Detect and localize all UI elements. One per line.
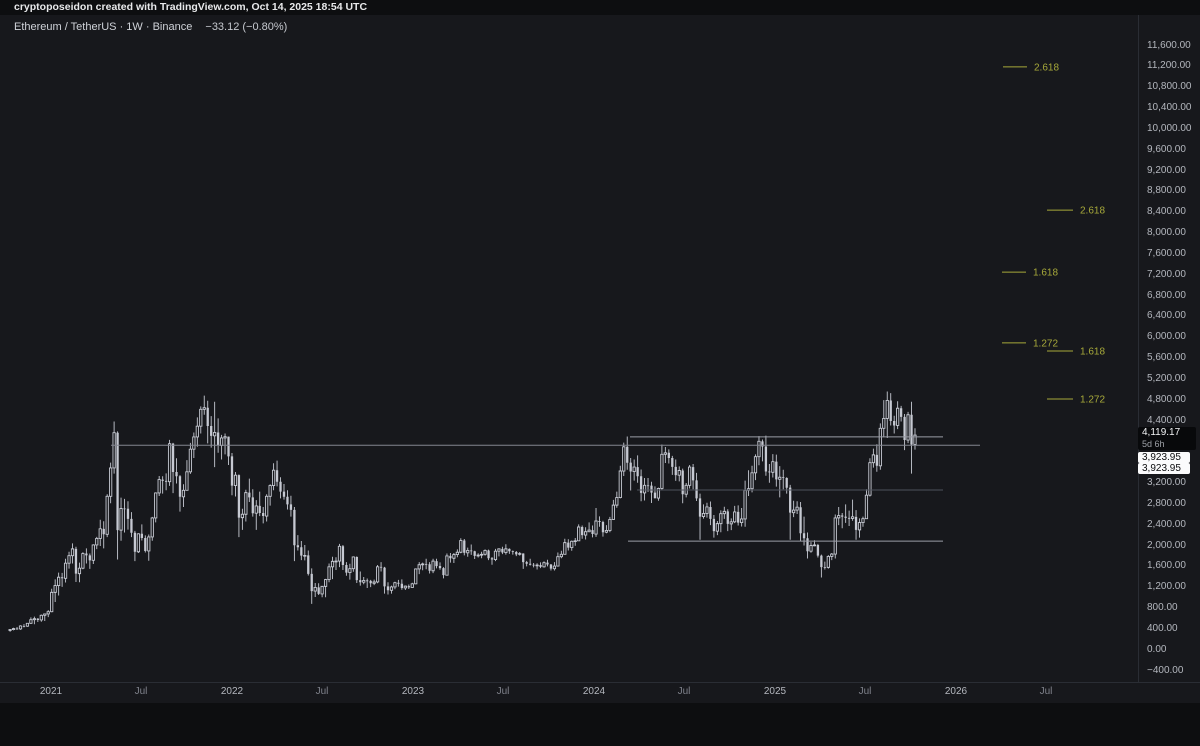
- attribution-bar: cryptoposeidon created with TradingView.…: [0, 0, 1200, 15]
- price-tick-label: 11,600.00: [1147, 39, 1191, 51]
- price-tick-label: 4,400.00: [1147, 414, 1186, 426]
- price-tick-label: 1,200.00: [1147, 581, 1186, 593]
- price-tick-label: 1,600.00: [1147, 560, 1186, 572]
- price-tick-label: 5,600.00: [1147, 352, 1186, 363]
- time-tick-label: 2026: [944, 686, 968, 697]
- price-tick-label: 4,800.00: [1147, 393, 1186, 405]
- time-tick-label: Jul: [496, 686, 510, 697]
- footer-bar: TradingView: [0, 703, 1200, 746]
- price-tick-label: 6,400.00: [1147, 310, 1186, 322]
- time-tick-label: 2021: [39, 686, 63, 697]
- time-tick-label: Jul: [1039, 686, 1053, 697]
- price-tick-label: 2,000.00: [1147, 539, 1186, 551]
- price-tick-label: 800.00: [1147, 602, 1178, 613]
- time-tick-label: Jul: [134, 686, 148, 697]
- candlestick-chart[interactable]: 2.618 1.618 1.272 2.618 1.618 1.272: [0, 15, 1138, 682]
- symbol-title[interactable]: Ethereum / TetherUS · 1W · Binance: [14, 21, 193, 33]
- price-tick-label: 0.00: [1147, 643, 1167, 655]
- price-tick-label: 5,200.00: [1147, 372, 1186, 384]
- price-tick-label: −400.00: [1147, 664, 1184, 676]
- bar-countdown: 5d 6h: [1142, 439, 1165, 449]
- price-tick-label: 9,200.00: [1147, 164, 1186, 176]
- price-tick-label: 9,600.00: [1147, 143, 1186, 155]
- svg-text:2.618: 2.618: [1080, 206, 1105, 217]
- price-tick-label: 8,400.00: [1147, 206, 1186, 218]
- price-tick-label: 10,400.00: [1147, 102, 1192, 113]
- time-tick-label: Jul: [677, 686, 691, 697]
- price-tick-label: 2,400.00: [1147, 518, 1186, 530]
- line-price-badge: 3,923.95: [1138, 463, 1190, 474]
- svg-text:1.272: 1.272: [1033, 338, 1058, 349]
- svg-text:1.618: 1.618: [1033, 268, 1058, 279]
- price-tick-label: 11,200.00: [1147, 60, 1191, 72]
- svg-text:2.618: 2.618: [1034, 62, 1059, 73]
- price-tick-label: 7,600.00: [1147, 247, 1186, 259]
- time-tick-label: Jul: [315, 686, 329, 697]
- price-tick-label: 8,000.00: [1147, 227, 1186, 238]
- price-tick-label: 8,800.00: [1147, 185, 1186, 197]
- price-axis[interactable]: 11,600.00 11,200.00 10,800.00 10,400.00 10,0…: [1138, 15, 1200, 682]
- last-price-badge: 4,119.17 5d 6h: [1138, 427, 1196, 450]
- price-tick-label: 10,800.00: [1147, 81, 1192, 93]
- time-tick-label: 2022: [220, 686, 244, 697]
- price-tick-label: 2,800.00: [1147, 497, 1186, 509]
- price-tick-label: 6,800.00: [1147, 289, 1186, 301]
- price-tick-label: 3,200.00: [1147, 477, 1186, 488]
- price-change-value: −33.12 (−0.80%): [205, 21, 288, 33]
- time-axis[interactable]: 2021 Jul 2022 Jul 2023 Jul 2024 Jul 2025 Jul 2026 J…: [0, 682, 1200, 704]
- time-tick-label: Jul: [858, 686, 872, 697]
- price-tick-label: 10,000.00: [1147, 122, 1192, 134]
- chart-plot-area[interactable]: 2.618 1.618 1.272 2.618 1.618 1.272: [0, 15, 1138, 682]
- symbol-legend[interactable]: Ethereum / TetherUS · 1W · Binance −33.1…: [14, 21, 287, 33]
- price-tick-label: 7,200.00: [1147, 268, 1186, 280]
- svg-text:1.618: 1.618: [1080, 347, 1105, 358]
- last-price-value: 4,119.17: [1142, 427, 1181, 438]
- price-tick-label: 400.00: [1147, 622, 1178, 634]
- time-tick-label: 2024: [582, 686, 606, 697]
- price-tick-label: 6,000.00: [1147, 331, 1186, 343]
- time-tick-label: 2023: [401, 686, 425, 697]
- line-price-badge: 3,923.95: [1138, 451, 1190, 463]
- attribution-text: cryptoposeidon created with TradingView.…: [14, 1, 368, 13]
- svg-text:1.272: 1.272: [1080, 395, 1105, 406]
- time-tick-label: 2025: [763, 686, 787, 697]
